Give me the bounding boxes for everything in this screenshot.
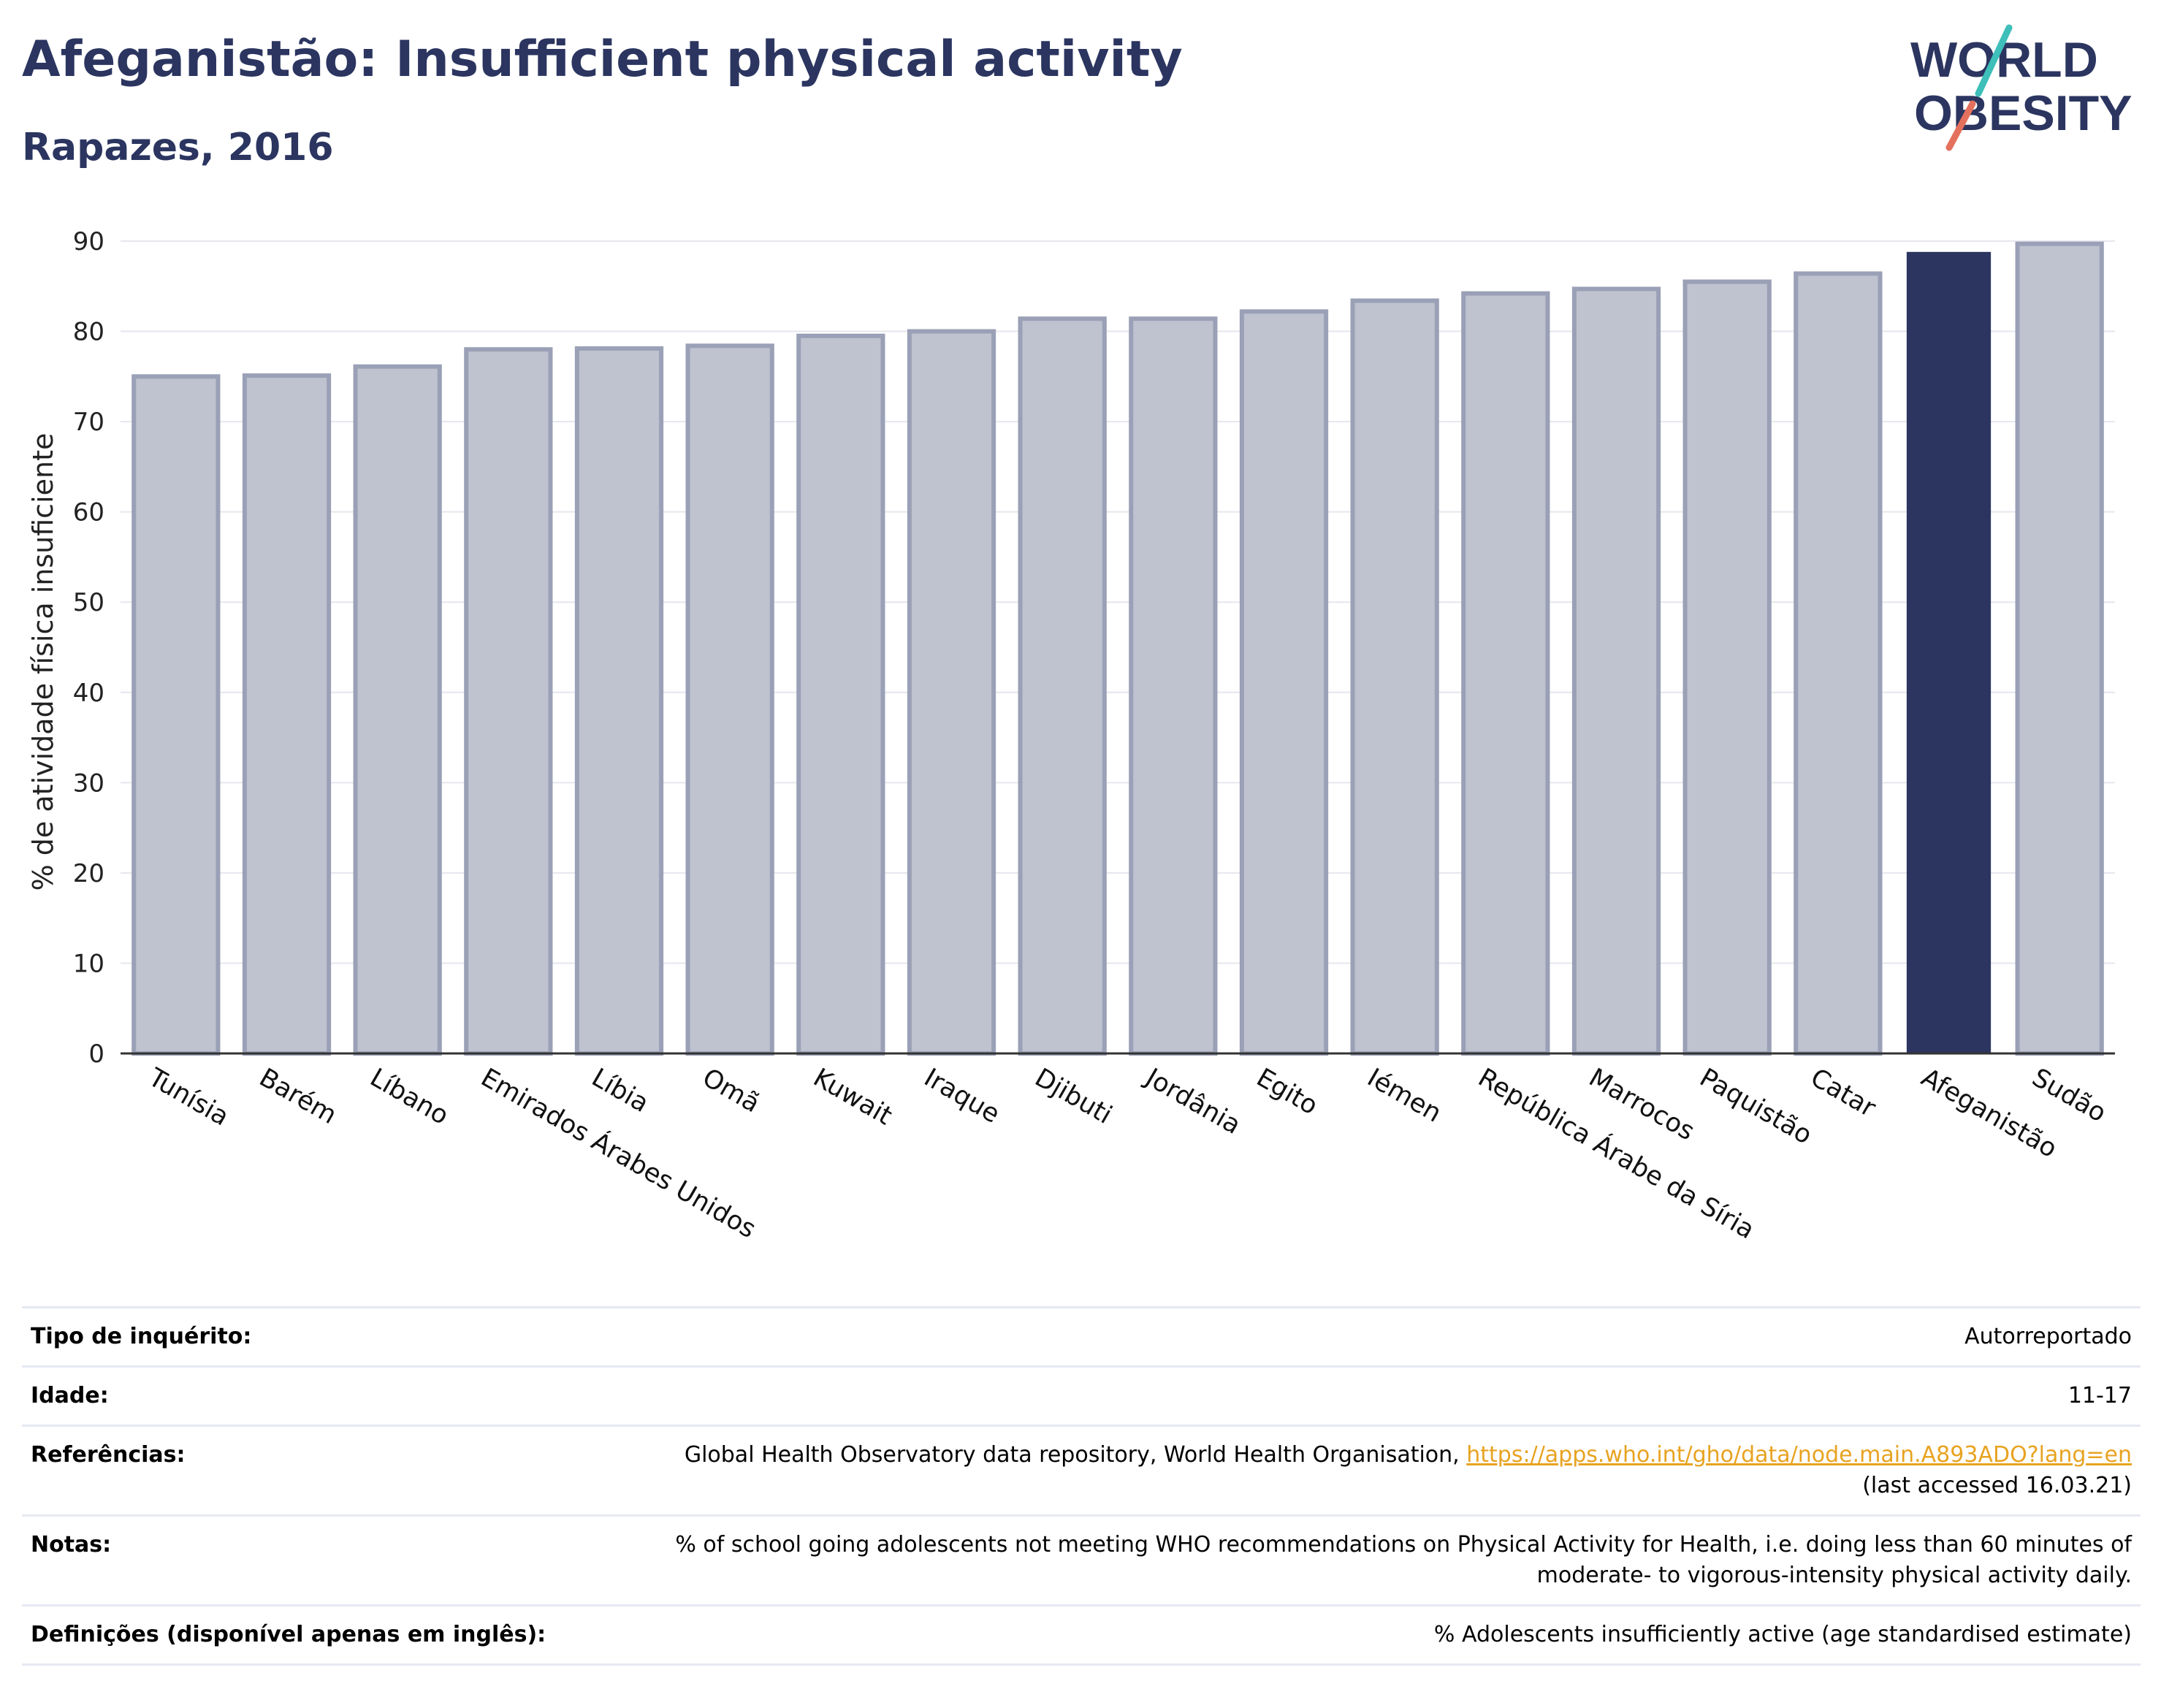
bar-9 bbox=[1129, 316, 1218, 1056]
bar-7 bbox=[907, 329, 996, 1056]
meta-value-survey-type: Autorreportado bbox=[1964, 1324, 2132, 1349]
meta-label-definitions: Definições (disponível apenas em inglês)… bbox=[31, 1622, 546, 1647]
world-obesity-logo: WORLD OBESITY bbox=[1910, 24, 2133, 151]
x-tick-label: Líbia bbox=[587, 1063, 654, 1118]
meta-label-notes: Notas: bbox=[31, 1532, 112, 1558]
y-tick-label: 30 bbox=[73, 769, 104, 798]
y-tick-label: 70 bbox=[73, 408, 104, 437]
y-axis-label: % de atividade física insuficiente bbox=[27, 433, 59, 891]
meta-value-definitions: % Adolescents insufficiently active (age… bbox=[1433, 1622, 2132, 1647]
logo-slash-teal bbox=[1975, 24, 2013, 97]
x-tick-label: Djibuti bbox=[1030, 1063, 1117, 1130]
x-axis-ticks: Tunísia Barém Líbano Emirados Árabes Unidos… bbox=[142, 1061, 2111, 1245]
bar-6 bbox=[796, 333, 885, 1056]
x-tick-label: Sudão bbox=[2027, 1063, 2111, 1128]
meta-value-age: 11-17 bbox=[2067, 1383, 2132, 1408]
bar-17 bbox=[2015, 241, 2104, 1056]
meta-label-age: Idade: bbox=[31, 1383, 109, 1408]
bar-8 bbox=[1018, 316, 1107, 1056]
logo-slash-coral bbox=[1945, 100, 1976, 151]
bar-2 bbox=[353, 364, 442, 1056]
bar-11 bbox=[1350, 298, 1439, 1056]
y-tick-label: 80 bbox=[73, 318, 104, 347]
x-tick-label: Kuwait bbox=[808, 1063, 896, 1131]
notes-line-2: moderate- to vigorous-intensity physical… bbox=[1536, 1563, 2132, 1588]
references-accessed: (last accessed 16.03.21) bbox=[1862, 1473, 2132, 1498]
bar-3 bbox=[464, 347, 553, 1056]
bar-0 bbox=[132, 374, 221, 1056]
meta-row-definitions: Definições (disponível apenas em inglês)… bbox=[22, 1604, 2141, 1666]
bars bbox=[132, 241, 2104, 1056]
x-tick-label: Omã bbox=[698, 1063, 765, 1118]
chart-subtitle: Rapazes, 2016 bbox=[22, 126, 334, 169]
bar-5 bbox=[685, 343, 774, 1056]
x-tick-label: Paquistão bbox=[1695, 1063, 1817, 1151]
x-tick-label: Tunísia bbox=[142, 1063, 233, 1132]
meta-row-survey-type: Tipo de inquérito: Autorreportado bbox=[22, 1306, 2141, 1365]
x-tick-label: Iraque bbox=[919, 1063, 1005, 1129]
meta-row-references: Referências: Global Health Observatory d… bbox=[22, 1425, 2141, 1514]
bar-4 bbox=[574, 346, 664, 1056]
x-tick-label: Egito bbox=[1251, 1063, 1322, 1121]
bar-13 bbox=[1571, 286, 1661, 1056]
meta-label-references: Referências: bbox=[31, 1442, 186, 1468]
y-axis-ticks: 0 10 20 30 40 50 60 70 80 90 bbox=[73, 227, 104, 1069]
bar-16 bbox=[1906, 251, 1992, 1053]
y-tick-label: 20 bbox=[73, 859, 104, 888]
meta-label-survey-type: Tipo de inquérito: bbox=[31, 1324, 252, 1349]
bar-14 bbox=[1682, 279, 1772, 1056]
x-tick-label: Líbano bbox=[365, 1063, 454, 1131]
meta-row-notes: Notas: % of school going adolescents not… bbox=[22, 1514, 2141, 1604]
metadata-table: Tipo de inquérito: Autorreportado Idade:… bbox=[22, 1306, 2141, 1666]
bar-15 bbox=[1794, 271, 1883, 1056]
logo-word-obesity: OBESITY bbox=[1914, 85, 2133, 141]
y-tick-label: 0 bbox=[88, 1040, 104, 1069]
chart-title: Afeganistão: Insufficient physical activ… bbox=[22, 31, 1183, 88]
references-text: Global Health Observatory data repositor… bbox=[684, 1442, 1460, 1468]
y-tick-label: 40 bbox=[73, 679, 104, 708]
bar-12 bbox=[1461, 291, 1550, 1056]
references-link[interactable]: https://apps.who.int/gho/data/node.main.… bbox=[1466, 1442, 2132, 1468]
y-tick-label: 90 bbox=[73, 227, 104, 256]
meta-value-references: Global Health Observatory data repositor… bbox=[215, 1440, 2132, 1501]
y-tick-label: 10 bbox=[73, 949, 104, 978]
y-tick-label: 60 bbox=[73, 498, 104, 527]
bar-10 bbox=[1239, 309, 1329, 1056]
y-tick-label: 50 bbox=[73, 588, 104, 617]
x-tick-label: Jordânia bbox=[1140, 1062, 1246, 1140]
x-tick-label: Catar bbox=[1805, 1063, 1880, 1124]
meta-value-notes: % of school going adolescents not meetin… bbox=[140, 1530, 2132, 1591]
x-tick-label: Iémen bbox=[1362, 1063, 1447, 1128]
meta-row-age: Idade: 11-17 bbox=[22, 1365, 2141, 1425]
x-tick-label: Barém bbox=[254, 1063, 341, 1130]
bar-1 bbox=[242, 373, 332, 1056]
notes-line-1: % of school going adolescents not meetin… bbox=[675, 1532, 2132, 1558]
